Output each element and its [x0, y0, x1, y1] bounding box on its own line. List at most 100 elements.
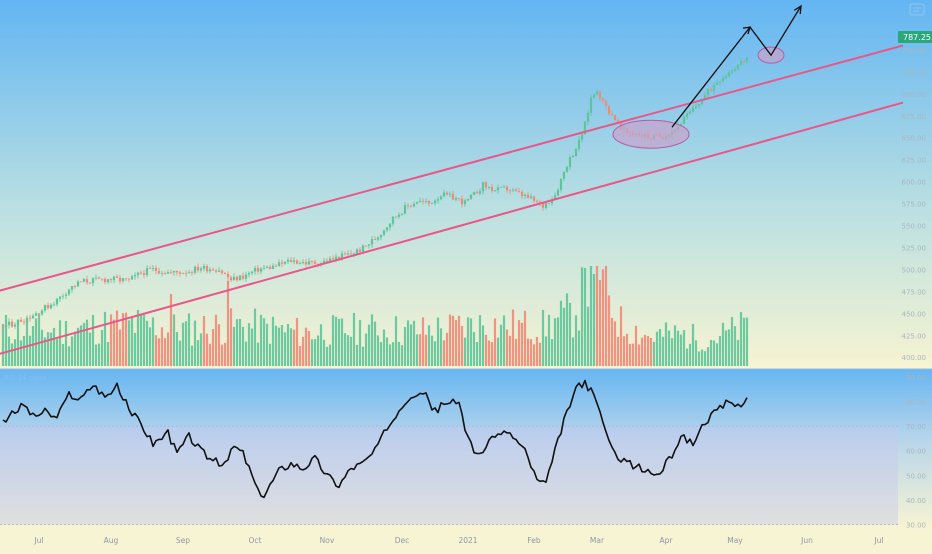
candle-body	[244, 274, 248, 279]
candle-body	[571, 156, 575, 157]
candle-body	[526, 194, 530, 198]
volume-bar	[220, 344, 224, 366]
candle-body	[508, 190, 512, 191]
volume-bar	[742, 317, 746, 366]
price-scale[interactable]: 400.00 425.00 450.00 475.00 500.00 525.00 550.…	[902, 47, 927, 362]
candle-body	[154, 268, 158, 271]
chart-settings-icon[interactable]	[909, 3, 925, 16]
volume-bar	[688, 343, 692, 366]
candle-body	[193, 266, 197, 273]
time-scale[interactable]: Jul Aug Sep Oct Nov Dec 2021 Feb Mar Apr May Jun Jul	[33, 536, 883, 545]
candle-body	[343, 253, 347, 255]
candle-body	[433, 200, 437, 204]
channel-upper-line	[0, 44, 904, 292]
volume-bar	[73, 331, 77, 366]
rsi-line	[2, 379, 748, 499]
volume-bar	[679, 334, 683, 366]
volume-bar	[280, 325, 284, 366]
volume-bar	[85, 319, 89, 366]
volume-bar	[490, 342, 494, 366]
price-scale-tick: 650.00	[902, 135, 927, 143]
volume-bar	[148, 327, 152, 366]
volume-bar	[631, 343, 635, 366]
candle-body	[472, 192, 476, 195]
candle-body	[37, 313, 41, 315]
volume-bar	[412, 320, 416, 366]
candle-body	[34, 313, 38, 316]
candle-body	[700, 99, 704, 105]
volume-bar	[25, 319, 29, 366]
volume-bar	[130, 317, 134, 366]
candle-body	[394, 216, 398, 218]
candle-body	[466, 198, 470, 201]
volume-bar	[268, 343, 272, 366]
candle-body	[274, 265, 278, 267]
projection-arrowhead	[793, 4, 802, 15]
volume-bar	[265, 323, 269, 366]
volume-bar	[226, 281, 230, 366]
candle-body	[544, 203, 548, 208]
volume-bar	[394, 316, 398, 366]
volume-bar	[310, 339, 314, 366]
volume-bar	[673, 325, 677, 366]
volume-bar	[484, 334, 488, 366]
volume-bar	[538, 342, 542, 366]
candle-body	[535, 200, 539, 202]
candle-body	[304, 262, 308, 265]
volume-bar	[685, 348, 689, 366]
volume-bar	[397, 341, 401, 366]
volume-bar	[565, 293, 569, 366]
candle-body	[592, 94, 596, 98]
volume-bar	[445, 332, 449, 366]
candle-body	[583, 121, 587, 135]
candle-body	[553, 195, 557, 200]
volume-bar	[427, 325, 431, 366]
volume-bar	[178, 340, 182, 366]
volume-bar	[472, 332, 476, 366]
volume-bar	[592, 274, 596, 366]
candle-body	[424, 201, 428, 202]
volume-bar	[628, 343, 632, 366]
volume-bar	[355, 344, 359, 366]
candle-body	[1, 326, 5, 328]
volume-bar	[625, 333, 629, 366]
candle-body	[310, 261, 314, 262]
candle-body	[364, 245, 368, 247]
volume-bar	[190, 345, 194, 366]
volume-bar	[43, 337, 47, 366]
volume-bar	[712, 340, 716, 366]
candle-body	[295, 260, 299, 264]
candle-body	[28, 317, 32, 319]
time-scale-tick: May	[727, 536, 743, 545]
volume-bar	[610, 317, 614, 366]
volume-bar	[613, 321, 617, 366]
volume-bar	[586, 306, 590, 366]
volume-bar	[283, 332, 287, 366]
candle-body	[265, 266, 269, 268]
volume-bar	[682, 330, 686, 366]
candle-body	[118, 277, 122, 282]
drawing-overlays[interactable]	[0, 4, 904, 355]
candle-body	[271, 265, 275, 269]
candle-body	[163, 273, 167, 274]
volume-bar	[262, 318, 266, 366]
candle-body	[91, 278, 95, 284]
candle-body	[358, 249, 362, 252]
candle-body	[367, 244, 371, 246]
candle-body	[55, 298, 59, 305]
candle-body	[331, 258, 335, 260]
channel-lower-line	[0, 101, 904, 355]
candle-body	[73, 286, 77, 287]
volume-bar	[94, 344, 98, 366]
candle-body	[130, 276, 134, 280]
volume-bar	[442, 340, 446, 366]
candle-body	[40, 310, 44, 315]
candle-body	[412, 203, 416, 207]
rsi-indicator-label[interactable]: RSI 14 close	[4, 374, 47, 382]
price-scale-tick: 450.00	[902, 310, 927, 318]
volume-bar	[322, 339, 326, 366]
candle-body	[706, 88, 710, 96]
rsi-scale[interactable]: 30.00 40.00 50.00 60.00 70.00 80.00 90.00	[906, 374, 926, 530]
volume-bar	[292, 329, 296, 366]
